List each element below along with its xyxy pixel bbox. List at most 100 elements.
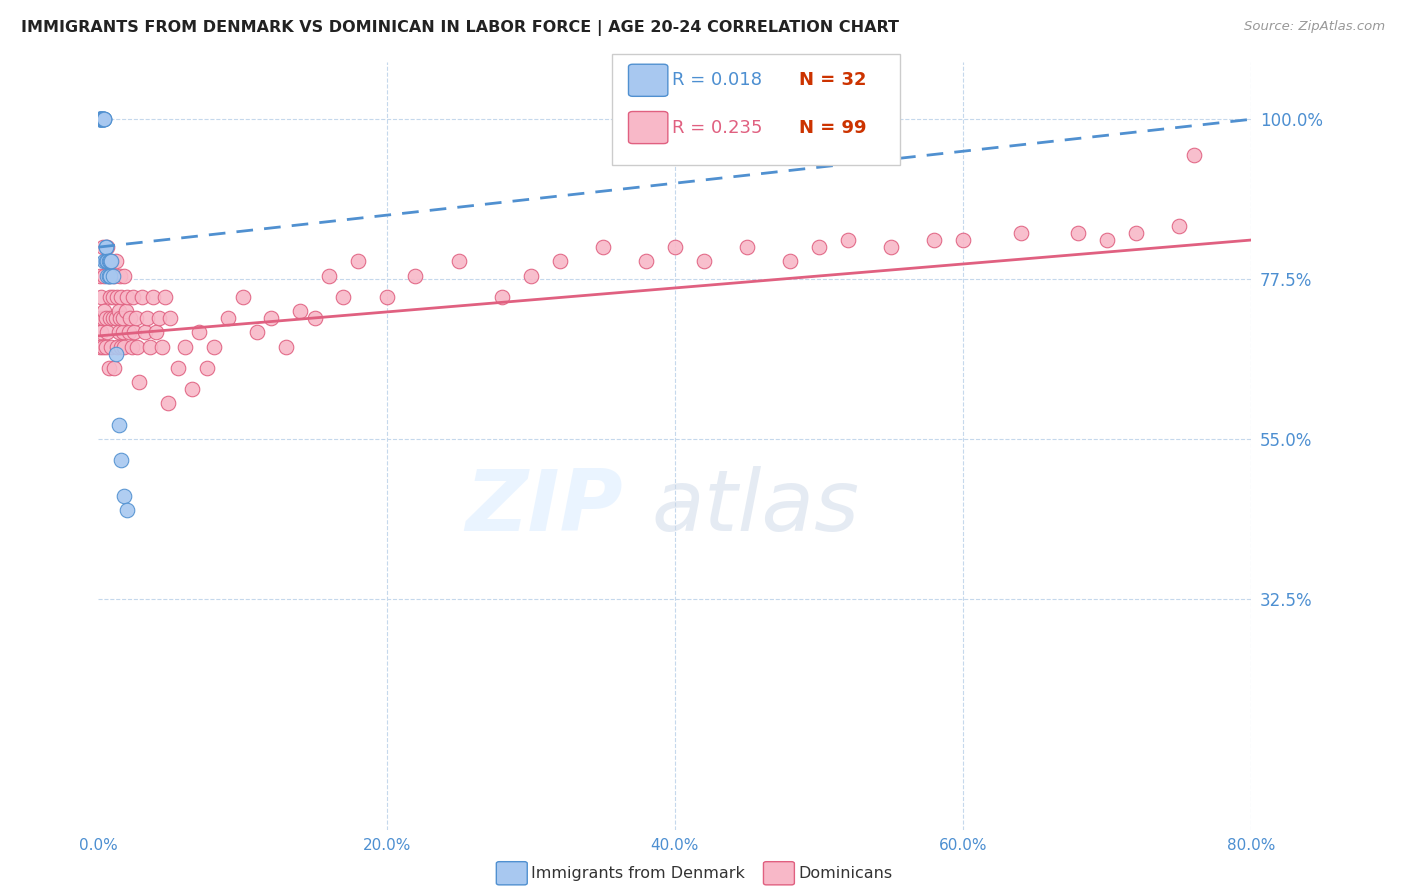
Point [880,240,903,254]
Point [231,290,254,304]
Point [111,326,134,340]
Point [91,240,114,254]
Point [181,382,204,396]
Point [217,311,239,326]
Point [112,489,135,503]
Point [693,254,716,268]
Point [96,268,118,283]
Point [1125,226,1147,240]
Point [134,326,156,340]
Point [107,304,129,318]
Point [94,240,117,254]
Point [107,326,129,340]
Point [98,290,121,304]
Point [94,254,117,268]
Point [94,311,117,326]
Point [260,311,283,326]
Point [90,290,112,304]
Point [105,290,128,304]
Point [150,340,173,354]
Point [1067,226,1090,240]
Point [108,311,131,326]
Point [166,360,188,375]
Point [125,311,148,326]
Point [188,326,211,340]
Point [664,240,686,254]
Point [104,311,127,326]
Point [103,360,125,375]
Point [91,112,114,127]
Point [100,254,122,268]
Point [89,311,111,326]
Text: R = 0.018: R = 0.018 [672,71,762,89]
Point [636,254,658,268]
Point [290,304,312,318]
Point [104,346,127,360]
Point [96,326,118,340]
Point [924,233,946,247]
Point [105,340,128,354]
Point [91,340,114,354]
Point [89,268,111,283]
Point [93,268,115,283]
Point [122,290,145,304]
Point [91,112,114,127]
Point [274,340,297,354]
Point [110,290,132,304]
Point [346,254,368,268]
Point [89,340,111,354]
Point [93,112,115,127]
Point [107,417,129,432]
Point [101,290,124,304]
Point [93,254,115,268]
Point [735,240,758,254]
Point [548,254,571,268]
Point [98,254,121,268]
Point [93,112,115,127]
Point [93,112,115,127]
Point [131,290,153,304]
Point [145,326,167,340]
Point [520,268,543,283]
Point [103,268,125,283]
Point [118,326,141,340]
Point [91,112,114,127]
Point [97,254,120,268]
Point [97,360,120,375]
Point [110,340,132,354]
Text: IMMIGRANTS FROM DENMARK VS DOMINICAN IN LABOR FORCE | AGE 20-24 CORRELATION CHAR: IMMIGRANTS FROM DENMARK VS DOMINICAN IN … [21,20,898,36]
Point [117,290,139,304]
Point [1097,233,1119,247]
Point [304,311,326,326]
Point [112,340,135,354]
Point [100,340,122,354]
Point [91,112,114,127]
Point [94,240,117,254]
Point [808,240,831,254]
Point [136,311,159,326]
Text: Immigrants from Denmark: Immigrants from Denmark [531,866,745,880]
Point [159,311,181,326]
Point [94,254,117,268]
Point [90,326,112,340]
Point [195,360,218,375]
Point [1168,219,1191,233]
Point [375,290,398,304]
Point [91,311,114,326]
Point [120,311,142,326]
Point [491,290,513,304]
Point [89,112,111,127]
Point [148,311,170,326]
Point [89,112,111,127]
Point [89,112,111,127]
Point [447,254,470,268]
Point [121,340,143,354]
Point [97,268,120,283]
Text: R = 0.235: R = 0.235 [672,119,762,136]
Point [98,311,121,326]
Point [104,254,127,268]
Point [332,290,354,304]
Point [89,112,111,127]
Text: N = 99: N = 99 [799,119,866,136]
Point [90,112,112,127]
